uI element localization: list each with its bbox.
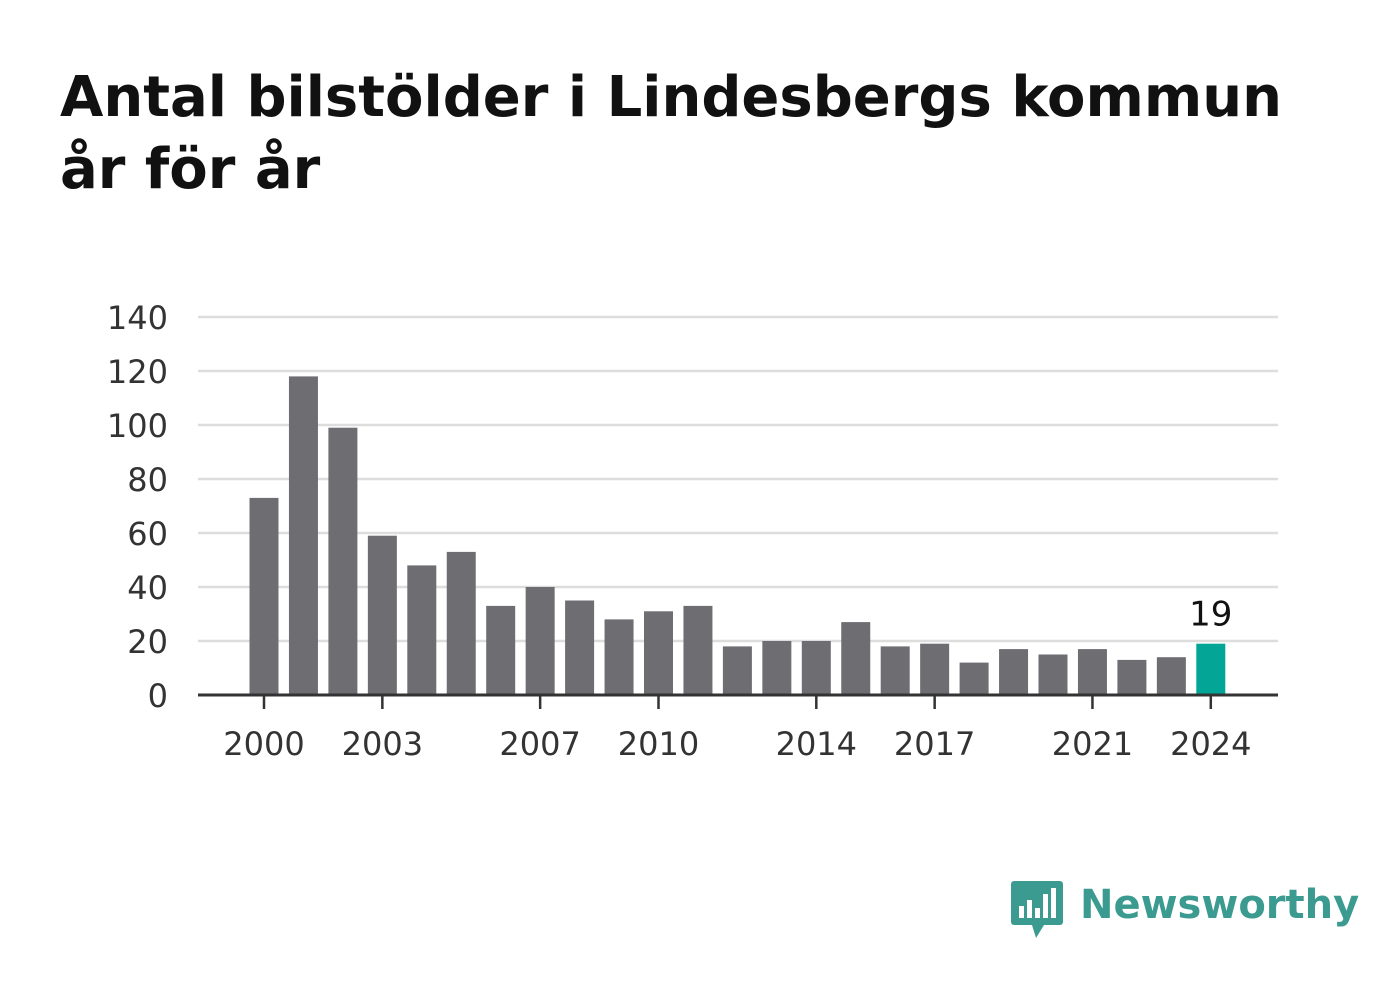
bar-2009 xyxy=(604,619,634,695)
bar-2023 xyxy=(1156,657,1186,695)
bar-2000 xyxy=(249,497,279,695)
bar-2017 xyxy=(920,643,950,695)
y-tick-label-140: 140 xyxy=(107,299,168,337)
bar-2010 xyxy=(644,611,673,695)
bars xyxy=(249,376,1226,695)
chart-title: Antal bilstölder i Lindesbergs kommun år… xyxy=(60,62,1320,206)
data-label-2024: 19 xyxy=(1189,595,1232,635)
x-tick-label-2000: 2000 xyxy=(223,725,304,763)
x-tick-label-2014: 2014 xyxy=(776,725,857,763)
chart-title-line-1: Antal bilstölder i Lindesbergs kommun xyxy=(60,65,1282,130)
y-axis-labels: 0 20 40 60 80 100 120 140 xyxy=(107,299,168,715)
bar-2005 xyxy=(446,551,476,695)
chart-title-line-2: år för år xyxy=(60,137,321,202)
x-tick-label-2021: 2021 xyxy=(1052,725,1133,763)
bar-2024 xyxy=(1196,643,1226,695)
bar-2012 xyxy=(722,646,752,695)
y-tick-label-120: 120 xyxy=(107,353,168,391)
bar-2006 xyxy=(486,605,516,695)
bar-2003 xyxy=(367,535,397,695)
x-axis xyxy=(198,693,1278,709)
bar-2020 xyxy=(1038,654,1068,695)
grid-lines xyxy=(198,315,1278,643)
bar-2022 xyxy=(1117,659,1147,695)
bar-chart-speech-bubble-icon xyxy=(1011,881,1063,938)
bar-2021 xyxy=(1077,649,1107,695)
data-labels: 19 xyxy=(1189,595,1232,635)
brand-name: Newsworthy xyxy=(1080,882,1360,928)
x-tick-label-2024: 2024 xyxy=(1170,725,1251,763)
y-tick-label-20: 20 xyxy=(127,623,168,661)
bar-2019 xyxy=(999,649,1029,695)
bar-2014 xyxy=(801,641,831,695)
bar-2008 xyxy=(565,600,595,695)
y-tick-label-60: 60 xyxy=(127,515,168,553)
bar-2004 xyxy=(407,565,437,695)
bar-2002 xyxy=(328,427,358,695)
x-tick-label-2007: 2007 xyxy=(499,725,580,763)
bar-2016 xyxy=(880,646,910,695)
y-tick-label-40: 40 xyxy=(127,569,168,607)
bar-2015 xyxy=(841,622,871,695)
bar-2001 xyxy=(288,376,318,695)
x-tick-label-2017: 2017 xyxy=(894,725,975,763)
y-tick-label-0: 0 xyxy=(148,677,168,715)
x-tick-label-2003: 2003 xyxy=(342,725,423,763)
brand-logo: Newsworthy xyxy=(1010,878,1359,942)
bar-2007 xyxy=(525,587,555,695)
y-tick-label-80: 80 xyxy=(127,461,168,499)
y-tick-label-100: 100 xyxy=(107,407,168,445)
bar-2018 xyxy=(959,662,989,695)
bar-2013 xyxy=(762,641,792,695)
x-axis-labels: 2000 2003 2007 2010 2014 2017 2021 2024 xyxy=(223,725,1251,763)
bar-2011 xyxy=(683,605,713,695)
x-tick-label-2010: 2010 xyxy=(618,725,699,763)
